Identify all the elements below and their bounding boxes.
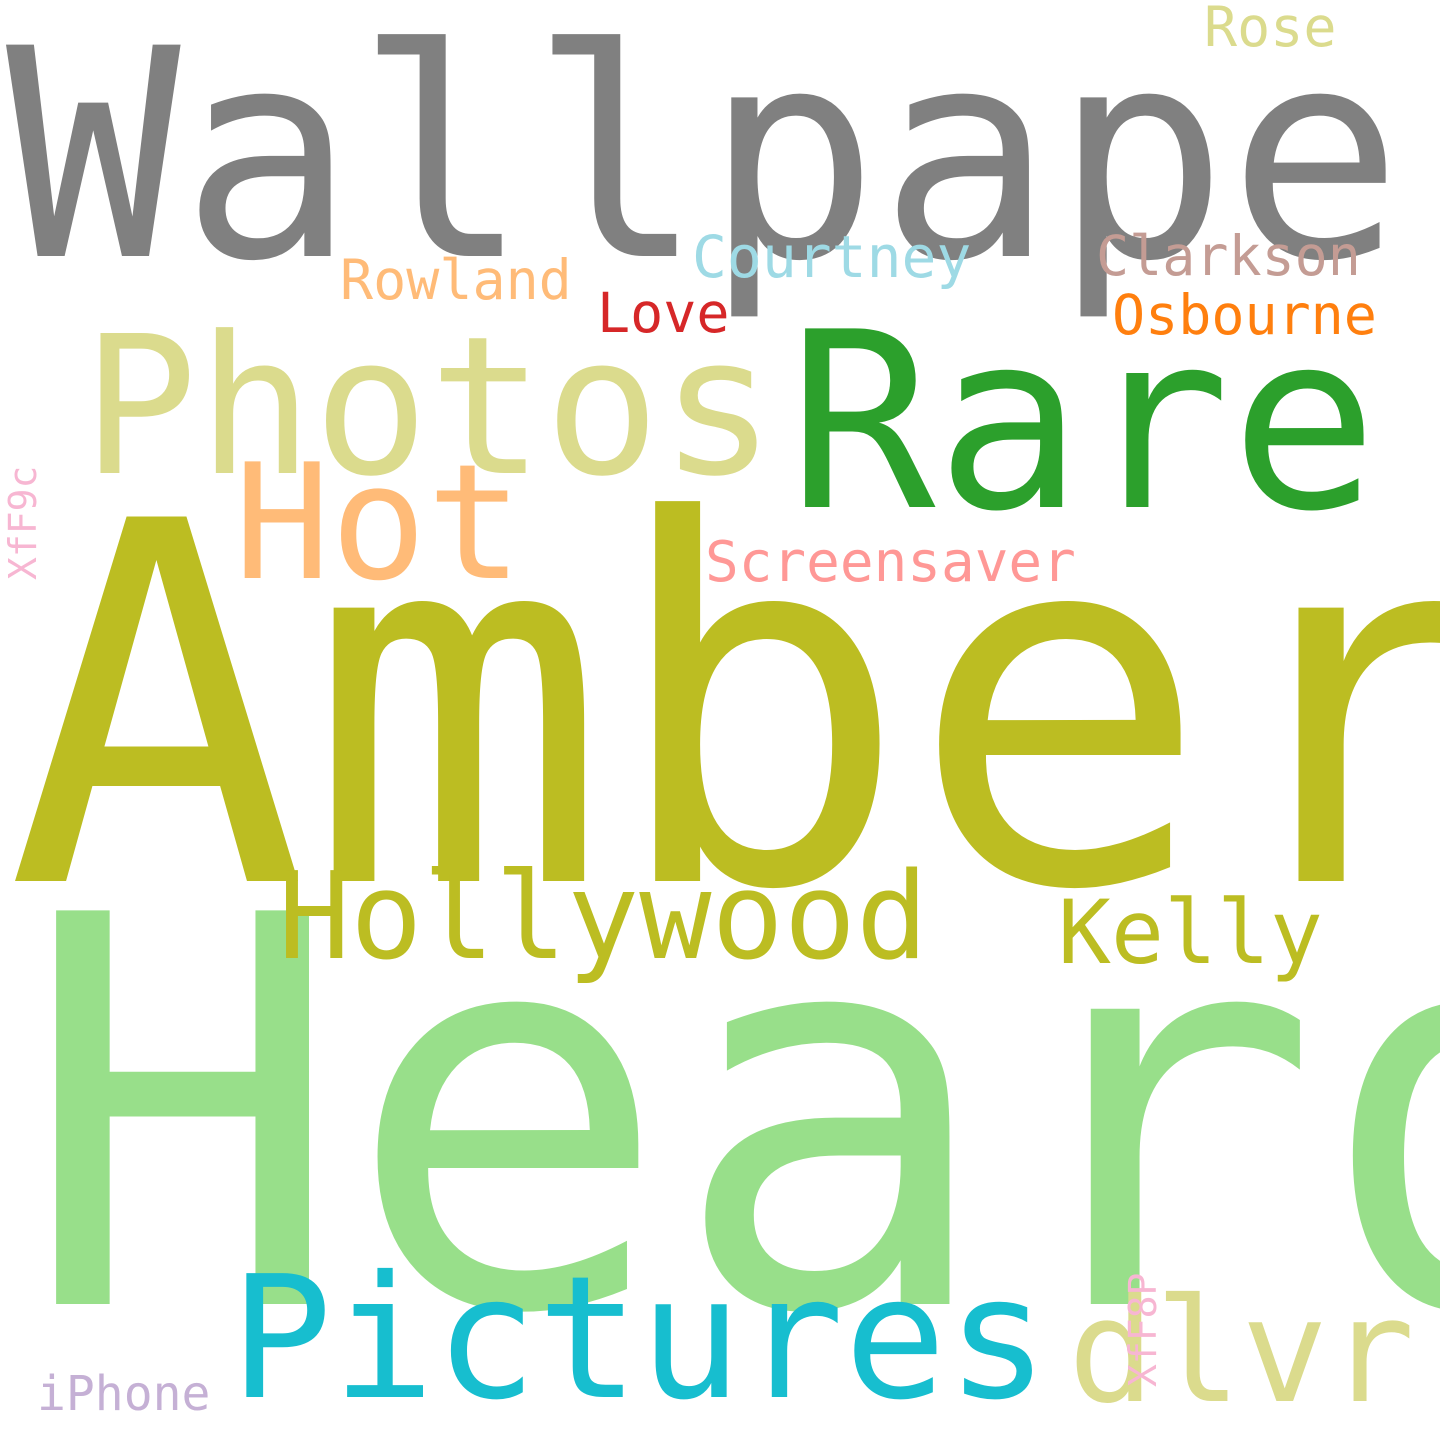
word-osbourne: Osbourne — [1112, 283, 1377, 347]
word-screensaver: Screensaver — [705, 530, 1076, 595]
word-photos: Photos — [82, 296, 776, 519]
word-clarkson: Clarkson — [1096, 224, 1361, 288]
word-rowland: Rowland — [340, 248, 572, 312]
word-rose: Rose — [1204, 0, 1337, 59]
word-pictures: Pictures — [230, 1240, 1049, 1438]
word-xff8p: XfF8P — [1121, 1272, 1165, 1387]
word-hollywood: Hollywood — [278, 848, 929, 987]
word-dlvr: dlvr — [1068, 1267, 1415, 1435]
word-amber: Amber — [6, 417, 1440, 999]
word-love: Love — [597, 281, 730, 345]
word-heard: Heard — [20, 804, 1440, 1432]
word-hot: Hot — [234, 429, 523, 616]
word-rare: Rare — [788, 280, 1379, 565]
word-courtney: Courtney — [692, 223, 972, 291]
word-xff9c: XfF9c — [1, 465, 45, 580]
word-iphone: iPhone — [37, 1366, 211, 1422]
word-wallpaper: Wallpaper — [6, 0, 1440, 325]
word-kelly: Kelly — [1058, 881, 1323, 984]
